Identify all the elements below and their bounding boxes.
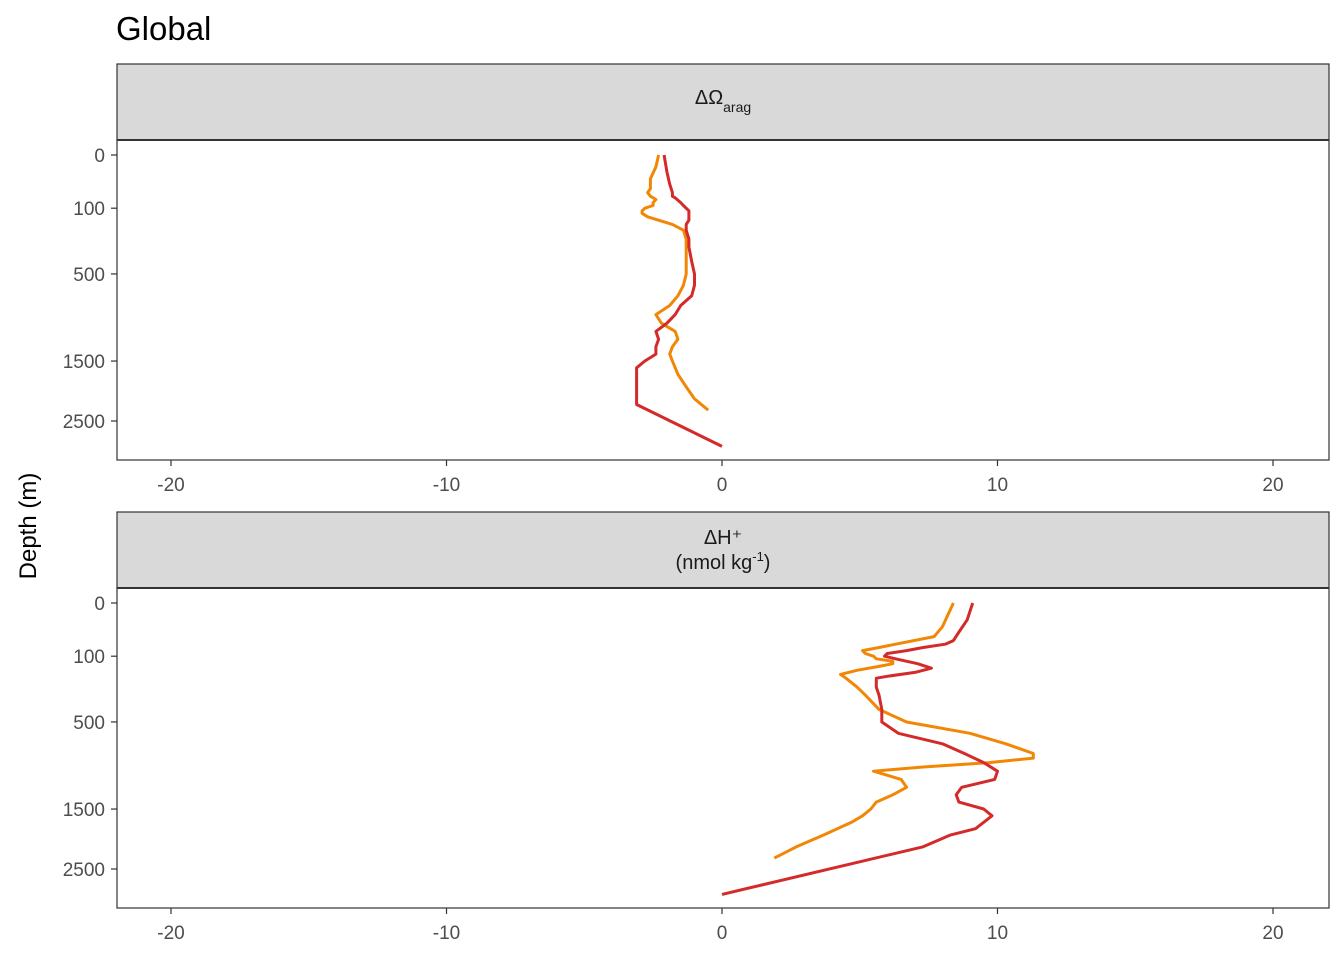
series-line (635, 154, 723, 448)
y-tick-label: 100 (73, 199, 105, 220)
plot-panel (116, 587, 1330, 909)
series-line (640, 154, 710, 412)
y-tick-label: 0 (94, 594, 105, 615)
x-tick-label: -10 (433, 475, 460, 496)
x-tick-label: 10 (987, 475, 1008, 496)
series-line (773, 602, 1035, 860)
x-tick-label: 20 (1262, 475, 1283, 496)
y-tick-label: 0 (94, 146, 105, 167)
facet-strip-label: ΔH⁺ (704, 527, 742, 549)
x-tick-label: 20 (1262, 923, 1283, 944)
y-tick-label: 500 (73, 713, 105, 734)
x-tick-label: -20 (157, 475, 184, 496)
x-tick-label: 0 (717, 923, 728, 944)
x-tick-label: -20 (157, 923, 184, 944)
y-tick-label: 1500 (63, 800, 105, 821)
facet-strip (116, 511, 1330, 589)
chart-title: Global (116, 10, 211, 47)
facet-strip (116, 63, 1330, 141)
x-tick-label: 10 (987, 923, 1008, 944)
x-tick-label: 0 (717, 475, 728, 496)
y-tick-label: 2500 (63, 412, 105, 433)
x-tick-label: -10 (433, 923, 460, 944)
y-axis-label: Depth (m) (15, 473, 42, 580)
facet-strip-label: ΔΩarag (695, 87, 751, 115)
y-tick-label: 500 (73, 265, 105, 286)
facet-strip-unit: (nmol kg-1) (676, 549, 771, 574)
y-tick-label: 1500 (63, 352, 105, 373)
facet-panel: ΔH⁺(nmol kg-1) 0 100 500 1500 2500 -20 -10 0 10 20 (63, 511, 1330, 944)
y-tick-label: 100 (73, 647, 105, 668)
plot-panel (116, 139, 1330, 461)
y-tick-label: 2500 (63, 860, 105, 881)
series-line (721, 602, 999, 896)
facet-panel: ΔΩarag 0 100 500 1500 2500 -20 -10 0 10 20 (63, 63, 1330, 496)
